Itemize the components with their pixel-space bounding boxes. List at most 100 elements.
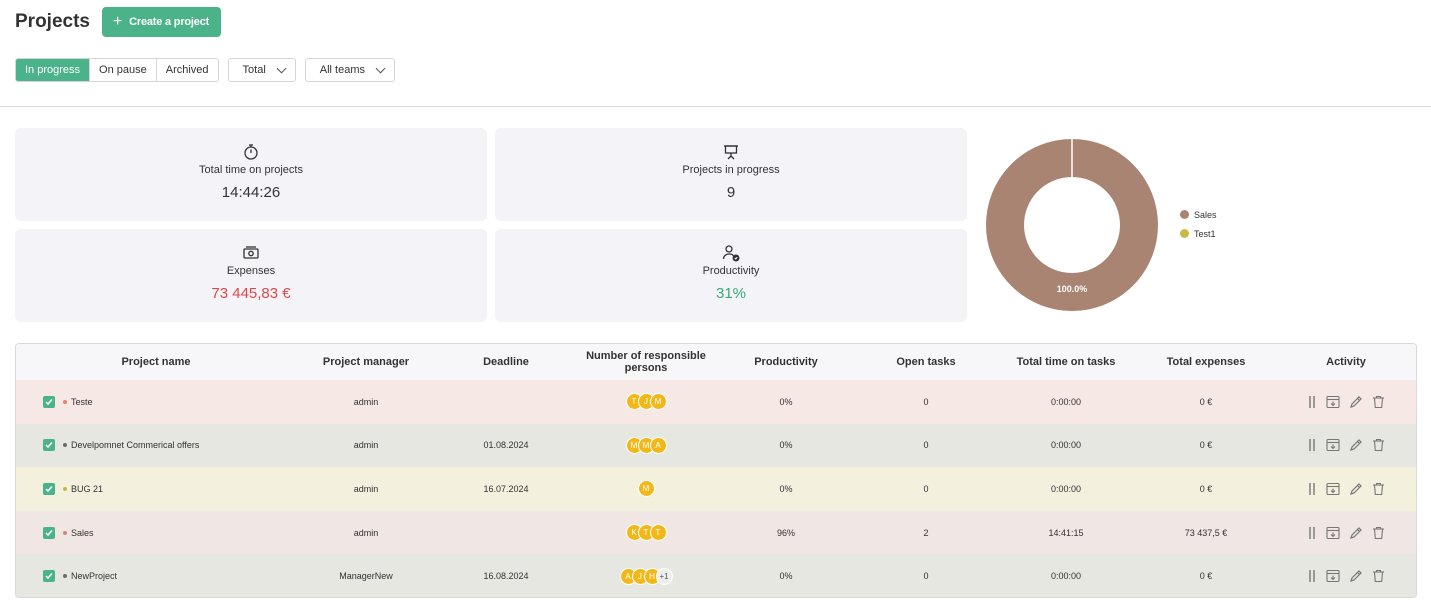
project-color-dot: [63, 486, 67, 491]
total-time-cell: 0:00:00: [1050, 396, 1082, 407]
manager-cell: ManagerNew: [339, 571, 393, 582]
col-productivity[interactable]: Productivity: [754, 356, 818, 368]
pause-icon[interactable]: [1307, 569, 1317, 583]
edit-icon[interactable]: [1349, 526, 1363, 540]
project-name-cell: Teste: [16, 395, 296, 408]
pause-icon[interactable]: [1307, 438, 1317, 452]
productivity-cell: 0%: [779, 396, 793, 407]
row-checkbox[interactable]: [43, 395, 55, 408]
archive-icon[interactable]: [1326, 569, 1340, 583]
productivity-cell: 96%: [776, 527, 795, 538]
manager-cell: admin: [353, 483, 379, 494]
open-tasks-cell: 0: [923, 396, 929, 407]
total-expenses-cell: 0 €: [1199, 483, 1213, 494]
slice-percent-label: 100.0%: [1057, 284, 1088, 294]
project-name[interactable]: NewProject: [71, 571, 118, 582]
table-row[interactable]: BUG 21 admin 16.07.2024 M 0% 0 0:00:00 0…: [16, 467, 1416, 511]
row-checkbox[interactable]: [43, 570, 55, 583]
stat-label: Total time on projects: [199, 164, 303, 176]
projects-table: Project name Project manager Deadline Nu…: [15, 343, 1417, 598]
table-row[interactable]: NewProject ManagerNew 16.08.2024 A J H +1 0…: [16, 554, 1416, 597]
deadline-cell: 16.07.2024: [483, 483, 529, 494]
trash-icon[interactable]: [1372, 526, 1385, 540]
status-tabs: In progress On pause Archived: [15, 58, 219, 82]
presentation-board-icon: [722, 143, 740, 161]
project-name-cell: Sales: [16, 526, 296, 539]
project-name-cell: BUG 21: [16, 482, 296, 495]
pause-icon[interactable]: [1307, 395, 1317, 409]
edit-icon[interactable]: [1349, 395, 1363, 409]
project-name[interactable]: BUG 21: [71, 483, 104, 494]
edit-icon[interactable]: [1349, 438, 1363, 452]
pause-icon[interactable]: [1307, 482, 1317, 496]
archive-icon[interactable]: [1326, 526, 1340, 540]
project-name-cell: NewProject: [16, 570, 296, 583]
col-responsible-persons[interactable]: Number of responsible persons: [586, 350, 706, 374]
avatar[interactable]: M: [637, 480, 655, 498]
col-open-tasks[interactable]: Open tasks: [896, 356, 956, 368]
chevron-down-icon: [276, 63, 287, 73]
open-tasks-cell: 0: [923, 571, 929, 582]
col-deadline[interactable]: Deadline: [483, 356, 529, 368]
teams-dropdown[interactable]: All teams: [304, 58, 396, 82]
stat-label: Projects in progress: [682, 164, 780, 176]
stat-label: Productivity: [702, 265, 760, 277]
chart-legend: Sales Test1: [1180, 205, 1217, 243]
project-color-dot: [63, 443, 67, 448]
project-name[interactable]: Sales: [71, 527, 94, 538]
trash-icon[interactable]: [1372, 482, 1385, 496]
table-header: Project name Project manager Deadline Nu…: [16, 344, 1416, 380]
period-dropdown[interactable]: Total: [227, 58, 296, 82]
col-project-name[interactable]: Project name: [121, 356, 191, 368]
open-tasks-cell: 0: [923, 483, 929, 494]
total-expenses-cell: 0 €: [1199, 440, 1213, 451]
edit-icon[interactable]: [1349, 482, 1363, 496]
archive-icon[interactable]: [1326, 438, 1340, 452]
trash-icon[interactable]: [1372, 438, 1385, 452]
tab-on-pause[interactable]: On pause: [90, 59, 157, 81]
stat-card-total-time: Total time on projects 14:44:26: [15, 128, 487, 221]
row-checkbox[interactable]: [43, 439, 55, 452]
avatar[interactable]: A: [649, 436, 667, 454]
pause-icon[interactable]: [1307, 526, 1317, 540]
avatar[interactable]: M: [649, 393, 667, 411]
activity-cell: [1276, 395, 1416, 409]
edit-icon[interactable]: [1349, 569, 1363, 583]
trash-icon[interactable]: [1372, 569, 1385, 583]
chevron-down-icon: [375, 63, 386, 73]
project-name-cell: Develpomnet Commerical offers: [16, 439, 296, 452]
col-project-manager[interactable]: Project manager: [322, 356, 410, 368]
more-persons-badge[interactable]: +1: [655, 567, 673, 585]
donut-slice-sales[interactable]: [986, 139, 1158, 311]
trash-icon[interactable]: [1372, 395, 1385, 409]
table-row[interactable]: Develpomnet Commerical offers admin 01.0…: [16, 423, 1416, 468]
project-name[interactable]: Develpomnet Commerical offers: [71, 440, 200, 451]
row-checkbox[interactable]: [43, 482, 55, 495]
row-checkbox[interactable]: [43, 526, 55, 539]
legend-item-test1[interactable]: Test1: [1180, 224, 1217, 243]
archive-icon[interactable]: [1326, 395, 1340, 409]
stopwatch-icon: [242, 143, 260, 161]
activity-actions: [1307, 438, 1385, 452]
tab-in-progress[interactable]: In progress: [16, 59, 91, 81]
money-icon: [242, 244, 260, 262]
stat-value: 73 445,83 €: [211, 285, 291, 302]
col-total-expenses[interactable]: Total expenses: [1166, 356, 1246, 368]
archive-icon[interactable]: [1326, 482, 1340, 496]
user-check-icon: [722, 244, 740, 262]
activity-cell: [1276, 569, 1416, 583]
tab-archived[interactable]: Archived: [165, 64, 209, 76]
avatar[interactable]: T: [649, 524, 667, 542]
create-project-button[interactable]: + Create a project: [101, 7, 222, 37]
col-total-time[interactable]: Total time on tasks: [1016, 356, 1116, 368]
productivity-cell: 0%: [779, 483, 793, 494]
activity-actions: [1307, 395, 1385, 409]
legend-item-sales[interactable]: Sales: [1180, 205, 1217, 224]
stat-card-productivity: Productivity 31%: [495, 229, 967, 322]
project-name[interactable]: Teste: [71, 396, 93, 407]
col-activity: Activity: [1326, 356, 1366, 368]
